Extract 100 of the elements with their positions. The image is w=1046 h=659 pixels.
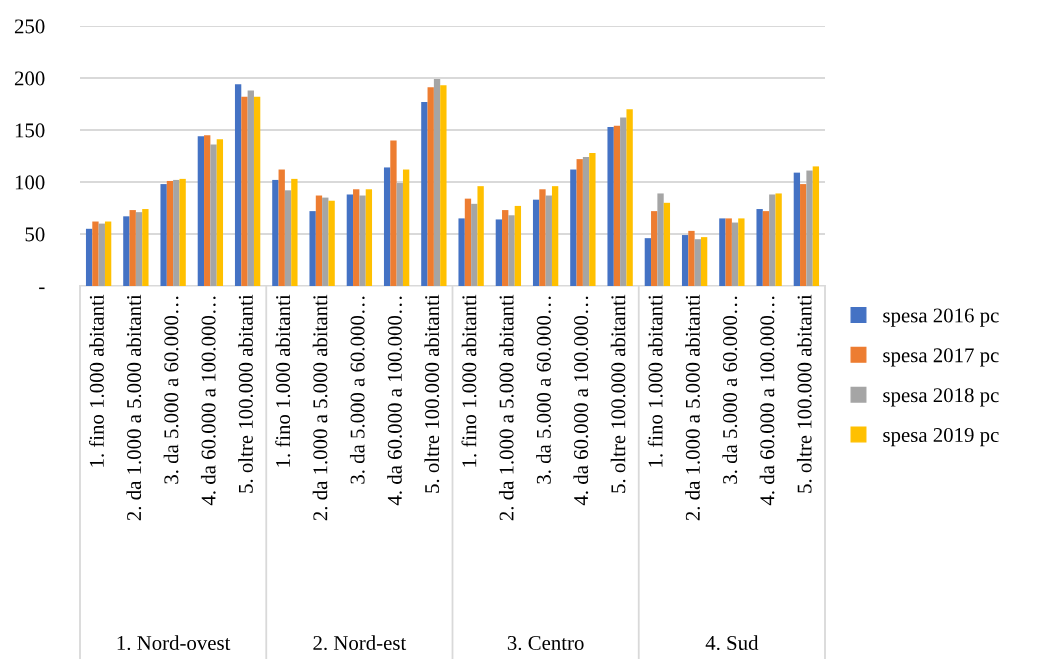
bar [620,117,627,286]
bar [427,87,434,286]
bar [85,228,93,286]
bar [626,109,633,286]
x-tick-label: 3. da 5.000 a 60.000… [722,296,738,484]
bar [756,209,763,286]
bar [738,218,745,286]
bar [272,179,279,286]
bar [142,209,149,286]
bar [135,212,143,286]
legend-label: spesa 2018 pc [883,388,999,407]
x-tick-label: 1. fino 1.000 abitanti [647,294,663,467]
bar [421,101,428,286]
bar [681,235,689,286]
y-tick-label: 100 [15,175,45,190]
x-tick-label: 5. oltre 100.000 abitanti [424,294,440,493]
x-tick-label: 5. oltre 100.000 abitanti [610,294,626,493]
bar [278,169,285,286]
bar [551,186,559,286]
bar [365,189,373,286]
x-tick-label: 3. da 5.000 a 60.000… [536,296,551,484]
bar [104,221,112,286]
bar [359,195,366,286]
bar [204,135,211,286]
bar [123,216,130,286]
x-tick-label: 2. da 1.000 a 5.000 abitanti [685,294,700,521]
text: 2. Nord-est [313,635,407,651]
bar [613,125,621,286]
legend-label: spesa 2019 pc [883,428,999,447]
bar [545,195,552,286]
x-tick-label: 2. da 1.000 a 5.000 abitanti [312,294,328,521]
bar [508,215,515,286]
bar [644,238,652,286]
bar [241,96,248,286]
x-tick-label: 2. da 1.000 a 5.000 abitanti [126,294,142,521]
bar [762,211,770,286]
y-tick-label: - [39,287,45,290]
bar [769,194,776,286]
x-tick-label: 4. da 60.000 a 100.000… [573,296,589,506]
bar [440,85,447,286]
bar [731,222,739,286]
bar [458,218,465,286]
bar [179,178,186,286]
bar [197,136,205,286]
bar [495,219,503,286]
text: 4. Sud [705,635,759,651]
bar [173,179,180,286]
x-tick-label: 2. da 1.000 a 5.000 abitanti [498,294,514,521]
bar [775,193,782,286]
bar [570,169,577,286]
bar [433,79,441,286]
bar [477,186,484,286]
x-tick-label: 4. da 60.000 a 100.000… [200,296,216,506]
x-tick-label: 5. oltre 100.000 abitanti [796,294,812,493]
y-tick-label: 50 [25,227,45,242]
bar [576,159,583,286]
bar [210,144,217,286]
x-tick-label: 4. da 60.000 a 100.000… [387,296,402,506]
bar [607,126,614,286]
bar [657,193,664,286]
bar [315,195,323,286]
bar [700,237,708,286]
bar [129,210,136,286]
bar [166,180,174,286]
bar [390,140,397,286]
bar [160,184,167,286]
bar [98,223,105,286]
bar [464,198,472,286]
y-tick-label: 200 [14,71,45,86]
text: 3. Centro [507,636,584,651]
bar [725,218,732,286]
bar [589,152,596,286]
bar [806,170,813,286]
bar [502,210,509,286]
bar [793,172,801,286]
bar [471,203,478,286]
legend-label: spesa 2017 pc [883,348,999,367]
bar [322,197,329,286]
x-tick-label: 1. fino 1.000 abitanti [275,294,291,467]
bar [284,190,292,286]
bar [328,200,335,286]
x-tick-label: 4. da 60.000 a 100.000… [759,296,775,506]
bar [234,84,242,286]
x-tick-label: 3. da 5.000 a 60.000… [163,296,179,484]
legend-label: spesa 2016 pc [883,308,999,327]
bar [402,169,410,286]
bar [383,167,391,286]
bar [92,221,99,286]
bar [663,202,671,286]
bar [396,183,403,286]
text: 1. Nord-ovest [117,635,231,651]
bar [253,96,261,286]
bar [216,139,224,286]
bar [353,189,360,286]
bar [688,230,695,286]
bar [532,199,540,286]
bar [582,157,590,286]
bar [812,166,820,286]
x-tick-label: 3. da 5.000 a 60.000… [349,296,365,484]
bar [800,184,807,286]
